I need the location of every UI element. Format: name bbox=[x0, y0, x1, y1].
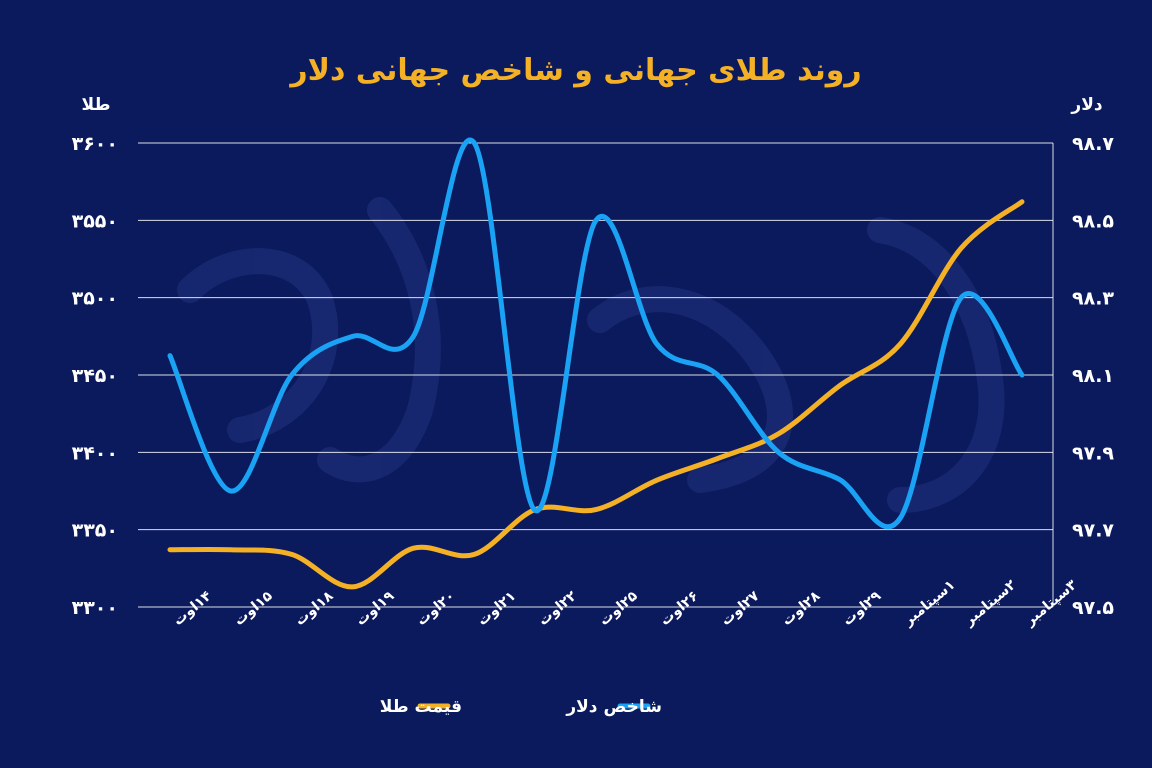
x-tick-label: ۱۴اوت bbox=[170, 588, 215, 629]
left-tick-label: ۳۳۰۰ bbox=[72, 597, 118, 619]
right-tick-label: ۹۸.۱ bbox=[1072, 365, 1114, 387]
legend: قیمت طلا شاخص دلار bbox=[380, 697, 662, 717]
series-line-gold-price bbox=[167, 199, 1025, 590]
left-tick-label: ۳۳۵۰ bbox=[72, 520, 118, 542]
x-tick-label: ۲سپتامبر bbox=[961, 577, 1020, 630]
right-tick-label: ۹۷.۹ bbox=[1072, 442, 1114, 464]
left-tick-label: ۳۵۵۰ bbox=[72, 210, 118, 232]
x-tick-label: ۱۹اوت bbox=[353, 588, 398, 629]
x-tick-label: ۱۸اوت bbox=[292, 588, 337, 629]
x-tick-label: ۲۲اوت bbox=[535, 588, 580, 629]
x-tick-label: ۲۰اوت bbox=[414, 588, 459, 629]
right-tick-label: ۹۷.۵ bbox=[1072, 597, 1114, 619]
legend-label-dollar: شاخص دلار bbox=[565, 697, 662, 717]
right-tick-label: ۹۸.۷ bbox=[1072, 133, 1114, 155]
right-axis-label: دلار bbox=[1070, 95, 1102, 115]
x-tick-label: ۲۷اوت bbox=[718, 588, 763, 629]
legend-label-gold: قیمت طلا bbox=[380, 697, 462, 717]
series-line-dollar-index bbox=[167, 137, 1025, 530]
x-tick-label: ۱۵اوت bbox=[231, 588, 276, 629]
right-tick-label: ۹۷.۷ bbox=[1072, 520, 1114, 542]
left-tick-label: ۳۶۰۰ bbox=[72, 133, 118, 155]
left-axis-label: طلا bbox=[82, 95, 111, 115]
x-tick-label: ۲۸اوت bbox=[779, 588, 824, 629]
x-tick-label: ۲۶اوت bbox=[657, 588, 702, 629]
left-tick-label: ۳۴۰۰ bbox=[72, 442, 118, 464]
x-tick-label: ۲۱اوت bbox=[475, 588, 520, 629]
x-tick-label: ۲۹اوت bbox=[840, 588, 885, 629]
left-tick-label: ۳۴۵۰ bbox=[72, 365, 118, 387]
x-tick-label: ۱سپتامبر bbox=[900, 577, 959, 630]
right-tick-label: ۹۸.۳ bbox=[1072, 288, 1114, 310]
right-tick-label: ۹۸.۵ bbox=[1072, 210, 1114, 232]
chart-title: روند طلای جهانی و شاخص جهانی دلار bbox=[288, 53, 861, 88]
x-tick-label: ۲۵اوت bbox=[596, 588, 641, 629]
left-tick-label: ۳۵۰۰ bbox=[72, 288, 118, 310]
watermark-logo bbox=[177, 197, 1005, 513]
